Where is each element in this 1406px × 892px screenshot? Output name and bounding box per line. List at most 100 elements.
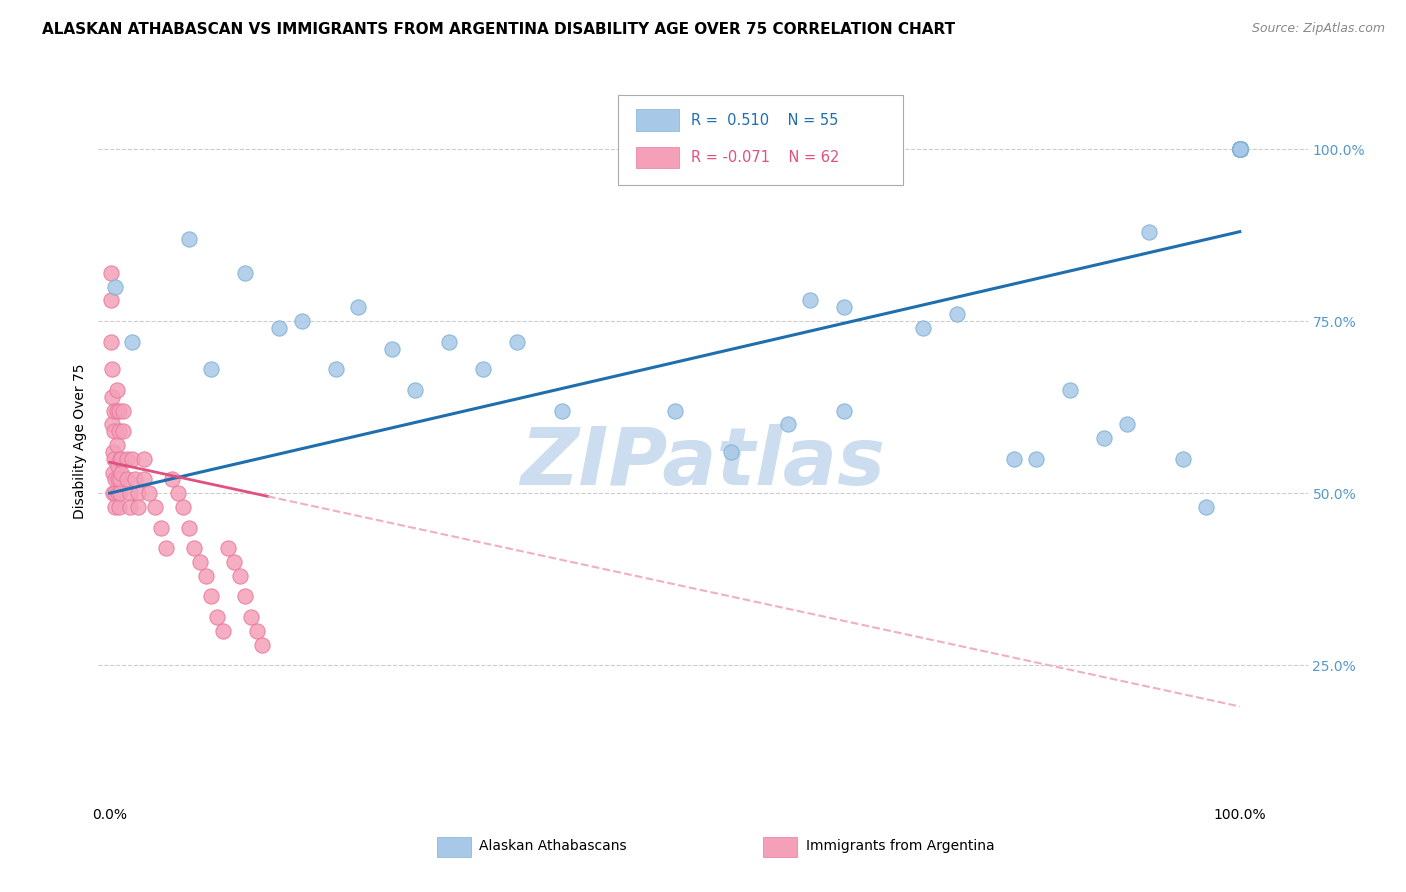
- Point: [1229, 142, 1251, 156]
- Point: [105, 383, 128, 397]
- Point: [107, 424, 129, 438]
- Point: [1229, 142, 1251, 156]
- Point: [101, 445, 124, 459]
- Point: [101, 486, 124, 500]
- Point: [1229, 142, 1251, 156]
- Point: [1229, 142, 1251, 156]
- Point: [107, 500, 129, 514]
- Point: [246, 624, 269, 638]
- Point: [381, 342, 404, 356]
- Point: [1059, 383, 1081, 397]
- Point: [120, 486, 142, 500]
- Point: [664, 403, 686, 417]
- Point: [269, 321, 291, 335]
- Point: [160, 472, 183, 486]
- Point: [832, 301, 855, 315]
- Point: [104, 486, 127, 500]
- FancyBboxPatch shape: [619, 95, 903, 185]
- Point: [1025, 451, 1047, 466]
- Point: [437, 334, 460, 349]
- Text: Alaskan Athabascans: Alaskan Athabascans: [479, 839, 627, 853]
- Point: [222, 555, 245, 569]
- Text: ZIPatlas: ZIPatlas: [520, 425, 886, 502]
- Point: [100, 293, 122, 308]
- Point: [1195, 500, 1218, 514]
- Point: [1173, 451, 1195, 466]
- Point: [143, 500, 166, 514]
- Point: [177, 231, 200, 245]
- Point: [291, 314, 314, 328]
- Point: [1229, 142, 1251, 156]
- Point: [505, 334, 527, 349]
- Point: [211, 624, 233, 638]
- Point: [121, 334, 143, 349]
- Text: Source: ZipAtlas.com: Source: ZipAtlas.com: [1251, 22, 1385, 36]
- Point: [1229, 142, 1251, 156]
- Point: [1229, 142, 1251, 156]
- Point: [107, 458, 129, 473]
- Point: [104, 279, 127, 293]
- Point: [101, 390, 124, 404]
- Point: [194, 568, 217, 582]
- Point: [1229, 142, 1251, 156]
- Point: [107, 472, 129, 486]
- FancyBboxPatch shape: [437, 837, 471, 857]
- Point: [103, 424, 125, 438]
- Point: [124, 472, 146, 486]
- Point: [200, 362, 222, 376]
- Point: [101, 466, 124, 480]
- Point: [107, 486, 129, 500]
- Point: [112, 403, 135, 417]
- Point: [108, 472, 131, 486]
- Y-axis label: Disability Age Over 75: Disability Age Over 75: [73, 364, 87, 519]
- Point: [832, 403, 855, 417]
- Point: [172, 500, 194, 514]
- Point: [115, 472, 138, 486]
- Point: [138, 486, 160, 500]
- Point: [1229, 142, 1251, 156]
- Point: [101, 417, 124, 432]
- Point: [107, 403, 129, 417]
- Point: [1229, 142, 1251, 156]
- Point: [108, 451, 131, 466]
- Point: [112, 424, 135, 438]
- Point: [1229, 142, 1251, 156]
- Point: [347, 301, 370, 315]
- Point: [471, 362, 494, 376]
- Point: [115, 451, 138, 466]
- Point: [1229, 142, 1251, 156]
- Point: [1229, 142, 1251, 156]
- Point: [1092, 431, 1115, 445]
- Point: [120, 500, 142, 514]
- Point: [100, 334, 122, 349]
- Text: Immigrants from Argentina: Immigrants from Argentina: [806, 839, 994, 853]
- Point: [228, 568, 250, 582]
- Point: [217, 541, 239, 556]
- Point: [105, 438, 128, 452]
- Point: [103, 451, 125, 466]
- Point: [1229, 142, 1251, 156]
- Point: [1229, 142, 1251, 156]
- Point: [132, 451, 155, 466]
- Point: [155, 541, 177, 556]
- Point: [946, 307, 969, 321]
- Point: [1229, 142, 1251, 156]
- Point: [205, 610, 228, 624]
- Point: [104, 472, 127, 486]
- Point: [1229, 142, 1251, 156]
- Point: [1137, 225, 1160, 239]
- Point: [1002, 451, 1025, 466]
- Point: [149, 520, 172, 534]
- Point: [103, 403, 125, 417]
- Point: [1115, 417, 1137, 432]
- Point: [105, 403, 128, 417]
- Point: [233, 266, 256, 280]
- Point: [252, 638, 274, 652]
- Point: [177, 520, 200, 534]
- Point: [110, 451, 132, 466]
- Point: [1229, 142, 1251, 156]
- Point: [1229, 142, 1251, 156]
- FancyBboxPatch shape: [637, 147, 679, 169]
- Point: [127, 486, 149, 500]
- Point: [325, 362, 347, 376]
